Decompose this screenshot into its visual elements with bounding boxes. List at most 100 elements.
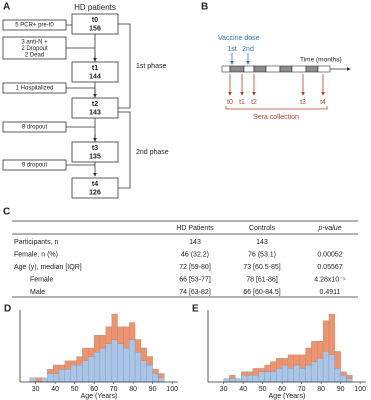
histogram-bar: [299, 368, 306, 383]
histogram-bar: [105, 326, 112, 344]
x-tick-label: 60: [90, 386, 98, 393]
histogram-bar: [152, 369, 159, 374]
panel-label: A: [3, 2, 10, 13]
histogram-bar: [264, 364, 271, 372]
histogram-bar: [123, 326, 130, 349]
histogram-bar: [111, 313, 118, 340]
histogram-bar: [129, 339, 136, 383]
dose-label: 1st: [227, 46, 236, 53]
sera-bracket: [225, 106, 328, 110]
histogram-bar: [241, 371, 248, 376]
x-tick-label: 30: [32, 386, 40, 393]
histogram-bar: [276, 368, 283, 383]
histogram-bar: [246, 371, 254, 376]
histogram-bar: [276, 358, 283, 369]
histogram-bar: [293, 364, 300, 383]
histogram-bar: [35, 377, 42, 383]
timepoint-n: 126: [89, 189, 101, 196]
x-tick-label: 40: [239, 386, 247, 393]
x-axis-label: Age (Years): [269, 393, 306, 400]
histogram-bar: [340, 371, 347, 376]
timeline-segment: [265, 65, 281, 73]
histogram-bar: [317, 358, 324, 383]
timepoint-n: 156: [89, 25, 101, 32]
histogram-bar: [99, 347, 106, 383]
histogram-bar: [123, 347, 130, 383]
histogram-bar: [93, 335, 101, 353]
histogram-bar: [158, 377, 165, 383]
sera-timepoint: t3: [300, 99, 306, 106]
table-cell: 143: [256, 239, 268, 246]
vaccine-label: Vaccine dose: [218, 35, 260, 42]
histogram-bar: [117, 326, 124, 344]
timeline-segment: [305, 65, 319, 73]
sera-label: Sera collection: [253, 114, 299, 121]
histogram-bar: [64, 360, 71, 370]
table-cell: 74 [63-82]: [179, 289, 211, 296]
histogram-bar: [252, 375, 259, 383]
x-tick-label: 30: [220, 386, 228, 393]
histogram-bar: [152, 373, 159, 383]
table-header: HD Patients: [176, 225, 214, 232]
histogram-bar: [299, 354, 306, 369]
table-cell: 73 [60.5-85]: [243, 264, 280, 271]
table-cell: 76 (53.1): [248, 251, 276, 258]
x-tick-label: 60: [278, 386, 286, 393]
histogram-bar: [346, 378, 353, 383]
timepoint-box: [71, 141, 119, 163]
timepoint-name: t0: [92, 17, 98, 24]
exclusion-box: [2, 82, 67, 94]
histogram-bar: [258, 371, 265, 383]
histogram-bar: [281, 358, 289, 366]
histogram-bar: [70, 360, 77, 366]
timepoint-box: [71, 61, 119, 83]
timeline-segment: [229, 65, 245, 73]
histogram-bar: [105, 343, 112, 383]
x-tick-label: 70: [110, 386, 118, 393]
sera-timepoint: t1: [239, 99, 245, 106]
histogram-bar: [340, 375, 347, 383]
panel-label: D: [4, 304, 11, 315]
table-cell: 4.28x10⁻⁵: [314, 276, 346, 283]
histogram-bar: [235, 378, 242, 383]
phase-bracket: [118, 111, 131, 189]
histogram-bar: [93, 352, 101, 383]
table-cell: 143: [189, 239, 201, 246]
timepoint-name: t4: [92, 181, 98, 188]
table-cell: Age (y), median [IQR]: [14, 264, 82, 271]
exclusion-text: 1 Hospitalized: [16, 86, 54, 92]
table-header: p-value: [318, 225, 342, 232]
x-tick-label: 80: [129, 386, 137, 393]
table-cell: 0.05567: [317, 264, 342, 271]
histogram-bar: [158, 373, 165, 378]
histogram-bar: [82, 360, 89, 383]
histogram-bar: [270, 361, 277, 372]
histogram-bar: [229, 378, 236, 383]
table-cell: 78 [61-86]: [246, 276, 278, 283]
histogram-bar: [140, 347, 147, 361]
histogram-bar: [134, 352, 142, 383]
histogram-bar: [41, 377, 48, 383]
sera-timepoint: t0: [227, 99, 233, 106]
histogram-bar: [223, 378, 230, 383]
phase-bracket: [118, 23, 131, 109]
x-tick-label: 50: [259, 386, 267, 393]
histogram-bar: [241, 375, 248, 383]
histogram-bar: [346, 375, 353, 379]
histogram-bar: [58, 369, 66, 383]
exclusion-text: 2 Dead: [25, 53, 44, 59]
x-tick-label: 100: [354, 386, 366, 393]
exclusion-text: 3 anti-N +: [21, 40, 48, 46]
histogram-bar: [88, 356, 95, 383]
dose-label: 2nd: [242, 46, 254, 53]
timepoint-n: 135: [89, 153, 101, 160]
table-cell: 66 [53-77]: [179, 276, 211, 283]
histogram-bar: [311, 361, 318, 383]
table-cell: Female: [30, 276, 53, 283]
histogram-bar: [287, 368, 294, 383]
panel-label: C: [3, 207, 10, 218]
histogram-bar: [58, 364, 66, 370]
table-cell: 66 [60-84.5]: [243, 289, 280, 296]
time-axis-label: Time (months): [300, 57, 342, 64]
histogram-bar: [229, 375, 236, 379]
